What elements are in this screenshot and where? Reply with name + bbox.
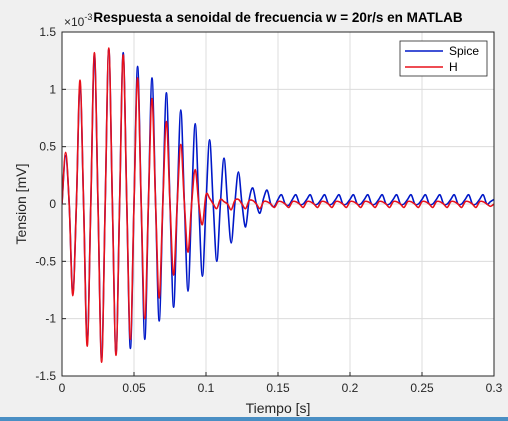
y-tick-label: -0.5 xyxy=(35,254,56,268)
y-tick-label: 0 xyxy=(49,197,56,211)
legend-label-spice: Spice xyxy=(449,44,479,58)
window-bottom-edge xyxy=(0,417,508,421)
y-tick-labels: -1.5 -1 -0.5 0 0.5 1 1.5 xyxy=(35,25,56,383)
x-axis-label: Tiempo [s] xyxy=(246,400,311,416)
x-tick-label: 0 xyxy=(59,381,66,395)
legend-box xyxy=(399,40,488,77)
y-tick-label: 1.5 xyxy=(39,25,56,39)
y-tick-label: -1 xyxy=(45,312,56,326)
y-tick-label: 0.5 xyxy=(39,140,56,154)
x-tick-label: 0.2 xyxy=(342,381,359,395)
plot-border xyxy=(61,31,495,377)
x-tick-label: 0.05 xyxy=(122,381,146,395)
x-tick-labels: 0 0.05 0.1 0.15 0.2 0.25 0.3 xyxy=(59,381,503,395)
y-axis-label: Tension [mV] xyxy=(13,164,29,245)
legend-label-h: H xyxy=(449,60,458,74)
legend: Spice H xyxy=(399,40,488,77)
x-tick-label: 0.3 xyxy=(486,381,503,395)
y-exponent-label: ×10-3 xyxy=(64,12,92,29)
chart-title: Respuesta a senoidal de frecuencia w = 2… xyxy=(93,10,462,25)
x-tick-label: 0.1 xyxy=(198,381,215,395)
series-line-h xyxy=(62,47,494,364)
y-tick-label: 1 xyxy=(49,82,56,96)
series-layer xyxy=(62,47,494,364)
x-tick-label: 0.15 xyxy=(266,381,290,395)
y-exponent-base: ×10 xyxy=(64,15,85,29)
y-tick-label: -1.5 xyxy=(35,369,56,383)
x-tick-label: 0.25 xyxy=(410,381,434,395)
y-exponent-power: -3 xyxy=(84,12,92,22)
